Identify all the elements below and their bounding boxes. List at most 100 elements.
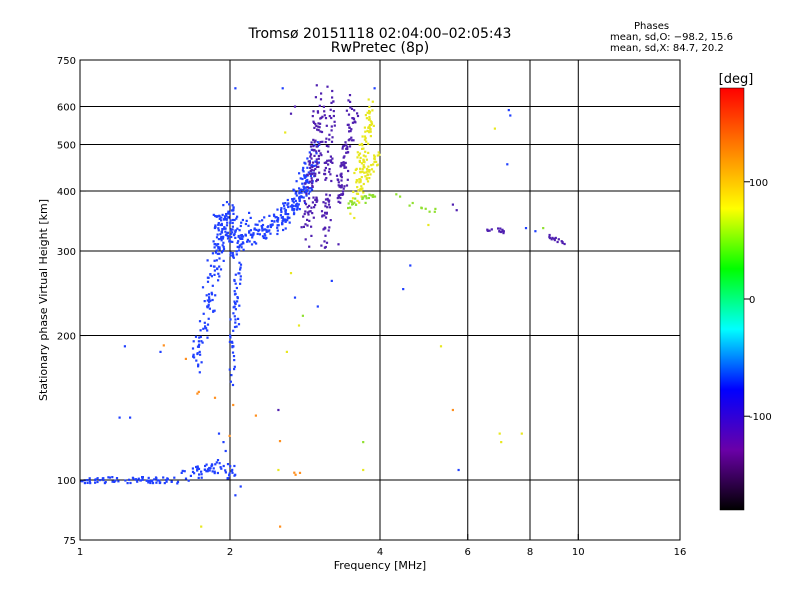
data-point — [306, 224, 309, 227]
data-point — [276, 229, 279, 232]
data-point — [349, 212, 352, 215]
data-point — [199, 353, 202, 356]
data-point — [373, 160, 376, 164]
data-point — [229, 221, 232, 224]
data-point — [170, 480, 173, 483]
data-point — [349, 206, 352, 209]
data-point — [324, 117, 328, 120]
data-point — [215, 259, 218, 262]
data-point — [359, 178, 362, 181]
data-point — [230, 374, 233, 377]
data-point — [340, 185, 343, 189]
data-point — [83, 482, 86, 485]
data-point — [311, 161, 315, 164]
data-point — [312, 196, 315, 199]
data-point — [351, 203, 354, 206]
data-point — [524, 227, 528, 230]
data-point — [206, 280, 210, 283]
data-point — [196, 468, 199, 471]
data-point — [221, 244, 224, 247]
data-point — [317, 122, 320, 125]
data-point — [153, 478, 156, 481]
data-point — [213, 243, 216, 246]
data-point — [261, 235, 265, 238]
data-point — [249, 233, 252, 236]
data-point — [254, 223, 257, 226]
data-point — [362, 164, 365, 167]
data-point — [310, 188, 314, 191]
data-point — [276, 232, 279, 236]
data-point — [206, 336, 209, 339]
data-point — [215, 461, 218, 464]
data-point — [317, 165, 320, 168]
data-point — [204, 464, 207, 468]
data-point — [324, 198, 328, 201]
data-point — [357, 189, 360, 192]
data-point — [227, 235, 230, 238]
data-point — [255, 228, 258, 231]
data-point — [206, 306, 209, 309]
data-point — [359, 170, 362, 173]
data-point — [231, 204, 234, 207]
data-point — [134, 478, 138, 481]
x-tick-label: 1 — [77, 547, 83, 558]
data-point — [210, 275, 213, 278]
data-point — [293, 197, 296, 200]
y-tick-label: 600 — [57, 103, 76, 114]
data-point — [330, 101, 333, 104]
data-point — [283, 207, 286, 210]
data-point — [309, 210, 312, 213]
data-point — [327, 163, 330, 166]
data-point — [548, 236, 551, 239]
data-point — [299, 177, 302, 180]
data-point — [292, 201, 295, 204]
data-point — [181, 469, 184, 472]
data-point — [368, 105, 371, 108]
data-point — [232, 312, 235, 315]
data-point — [318, 104, 321, 107]
data-point — [304, 203, 308, 206]
data-point — [424, 207, 427, 210]
colorbar-tick-label: 0 — [749, 295, 755, 306]
data-point — [364, 175, 367, 178]
data-points — [80, 84, 566, 528]
data-point — [350, 128, 353, 131]
data-point — [297, 203, 300, 206]
data-point — [355, 192, 358, 195]
data-point — [284, 131, 287, 134]
data-point — [358, 178, 361, 181]
data-point — [214, 224, 217, 227]
data-point — [362, 147, 365, 150]
data-point — [315, 158, 318, 161]
data-point — [233, 315, 236, 318]
data-point — [248, 240, 251, 243]
data-point — [311, 115, 314, 118]
data-point — [310, 225, 313, 228]
data-point — [237, 246, 240, 249]
data-point — [231, 209, 234, 212]
data-point — [218, 248, 221, 251]
data-point — [330, 159, 333, 162]
data-point — [332, 114, 335, 118]
data-point — [250, 243, 254, 246]
data-point — [297, 324, 301, 327]
data-point — [309, 155, 312, 158]
data-point — [323, 172, 326, 176]
data-point — [147, 476, 150, 479]
data-point — [222, 464, 225, 468]
data-point — [366, 170, 369, 173]
data-point — [158, 481, 161, 485]
data-point — [369, 135, 372, 138]
data-point — [551, 236, 554, 239]
data-point — [236, 227, 239, 230]
data-point — [323, 110, 326, 113]
data-point — [321, 115, 324, 118]
data-point — [284, 212, 287, 216]
data-point — [345, 184, 349, 187]
data-point — [207, 293, 211, 296]
data-point — [434, 207, 437, 210]
data-point — [360, 142, 363, 146]
data-point — [360, 185, 363, 188]
data-point — [309, 166, 312, 169]
